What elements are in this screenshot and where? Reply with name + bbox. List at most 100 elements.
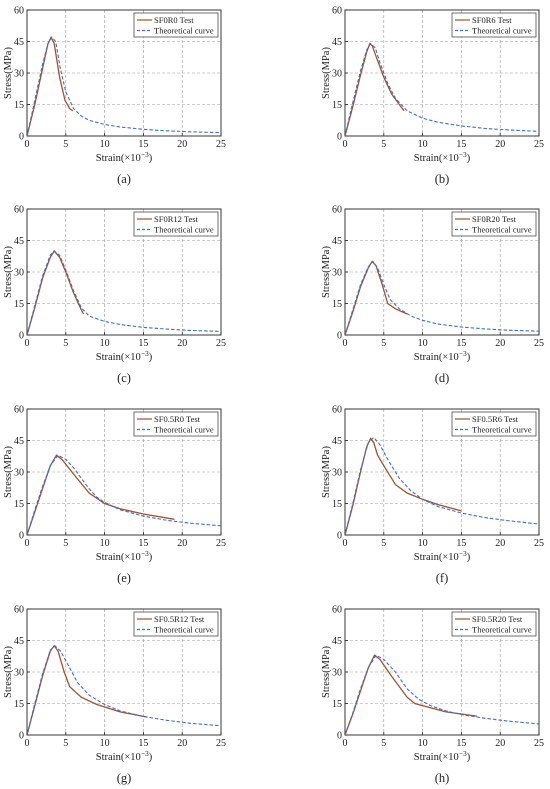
y-tick-label: 60: [332, 405, 342, 416]
legend-entry: SF0R0 Test: [154, 15, 194, 25]
x-axis-title-exponent: −3: [459, 349, 467, 358]
legend-entry: SF0.5R6 Test: [472, 414, 519, 424]
legend-entry: SF0.5R0 Test: [154, 414, 201, 424]
y-tick-label: 15: [332, 699, 342, 710]
y-tick-label: 45: [14, 236, 24, 247]
series-line-theory: [345, 260, 539, 335]
x-tick-label: 25: [216, 338, 226, 349]
x-tick-label: 0: [25, 139, 30, 150]
y-tick-label: 0: [337, 132, 342, 143]
y-tick-label: 0: [19, 531, 24, 542]
x-tick-label: 20: [177, 139, 187, 150]
x-tick-label: 5: [63, 738, 68, 749]
x-tick-label: 10: [100, 338, 110, 349]
legend-entry: Theoretical curve: [472, 625, 532, 635]
panel-label: (a): [117, 172, 131, 186]
x-axis-title-base: Strain(×10: [96, 752, 141, 763]
x-axis-title: Strain(×10−3): [96, 549, 153, 563]
x-axis-title: Strain(×10−3): [414, 549, 471, 563]
y-axis-title: Stress(MPa): [3, 246, 14, 298]
x-tick-label: 20: [495, 538, 505, 549]
x-axis-title: Strain(×10−3): [414, 150, 471, 164]
legend-entry: Theoretical curve: [472, 26, 532, 36]
y-tick-label: 15: [14, 299, 24, 310]
series-line-theory: [345, 436, 539, 535]
y-tick-label: 60: [332, 205, 342, 216]
x-axis-title-exponent: −3: [141, 549, 149, 558]
x-tick-label: 25: [216, 738, 226, 749]
legend-entry: SF0.5R12 Test: [154, 614, 205, 624]
x-tick-label: 25: [534, 139, 544, 150]
x-axis-title: Strain(×10−3): [96, 150, 153, 164]
chart-panel-b: 0 5 10 15 20 25 0 15 30 45 60 Strain(×10−3) Stress(M…: [321, 6, 544, 187]
x-tick-label: 5: [381, 738, 386, 749]
y-tick-label: 45: [332, 236, 342, 247]
x-tick-label: 15: [456, 338, 466, 349]
x-axis-title-base: Strain(×10: [414, 153, 459, 164]
x-tick-label: 15: [138, 139, 148, 150]
series-line-test: [345, 437, 462, 535]
x-axis-title-base: Strain(×10: [414, 752, 459, 763]
x-tick-label: 0: [25, 538, 30, 549]
legend-entry: Theoretical curve: [154, 425, 214, 435]
x-tick-label: 20: [177, 738, 187, 749]
y-tick-label: 0: [19, 331, 24, 342]
y-tick-label: 15: [14, 100, 24, 111]
x-axis-title-close: ): [467, 552, 471, 563]
x-tick-label: 5: [381, 338, 386, 349]
x-axis-title-close: ): [467, 752, 471, 763]
series-line-theory: [27, 454, 221, 535]
x-tick-label: 5: [381, 139, 386, 150]
x-tick-label: 15: [456, 738, 466, 749]
x-tick-label: 25: [534, 538, 544, 549]
x-tick-label: 5: [63, 338, 68, 349]
legend-box: [133, 12, 219, 38]
y-tick-label: 45: [332, 37, 342, 48]
x-tick-label: 15: [138, 738, 148, 749]
legend-entry: Theoretical curve: [154, 225, 214, 235]
x-tick-label: 10: [418, 538, 428, 549]
legend-entry: Theoretical curve: [472, 225, 532, 235]
x-axis-title-exponent: −3: [141, 349, 149, 358]
x-axis-title-base: Strain(×10: [96, 552, 141, 563]
legend-entry: SF0R20 Test: [472, 214, 517, 224]
x-axis-title-close: ): [149, 552, 153, 563]
panel-label: (d): [435, 371, 450, 385]
x-tick-label: 10: [418, 139, 428, 150]
x-tick-label: 20: [495, 139, 505, 150]
x-tick-label: 10: [418, 338, 428, 349]
panel-label: (h): [435, 771, 450, 785]
y-axis-title: Stress(MPa): [321, 246, 332, 298]
x-tick-label: 25: [534, 338, 544, 349]
legend-box: [451, 611, 537, 637]
y-tick-label: 15: [14, 499, 24, 510]
chart-panel-e: 0 5 10 15 20 25 0 15 30 45 60 Strain(×10−3) Stress(M…: [3, 405, 226, 586]
x-axis-title-exponent: −3: [459, 749, 467, 758]
legend-entry: Theoretical curve: [472, 425, 532, 435]
x-tick-label: 0: [343, 738, 348, 749]
y-tick-label: 30: [332, 69, 342, 80]
x-axis-title-base: Strain(×10: [414, 352, 459, 363]
legend-box: [451, 12, 537, 38]
x-axis-title-close: ): [149, 352, 153, 363]
x-axis-title-exponent: −3: [141, 749, 149, 758]
legend-box: [133, 411, 219, 437]
x-tick-label: 10: [100, 738, 110, 749]
panel-label: (g): [117, 771, 132, 785]
x-tick-label: 0: [25, 738, 30, 749]
y-tick-label: 15: [332, 499, 342, 510]
x-axis-title-close: ): [149, 752, 153, 763]
y-tick-label: 30: [14, 268, 24, 279]
panel-label: (b): [435, 172, 450, 186]
x-tick-label: 25: [216, 538, 226, 549]
x-axis-title-close: ): [467, 153, 471, 164]
x-tick-label: 25: [534, 738, 544, 749]
legend-box: [451, 411, 537, 437]
x-tick-label: 25: [216, 139, 226, 150]
x-tick-label: 15: [138, 338, 148, 349]
panel-label: (f): [436, 571, 449, 585]
y-tick-label: 45: [332, 636, 342, 647]
legend-entry: SF0R12 Test: [154, 214, 199, 224]
x-tick-label: 0: [25, 338, 30, 349]
y-tick-label: 60: [14, 205, 24, 216]
